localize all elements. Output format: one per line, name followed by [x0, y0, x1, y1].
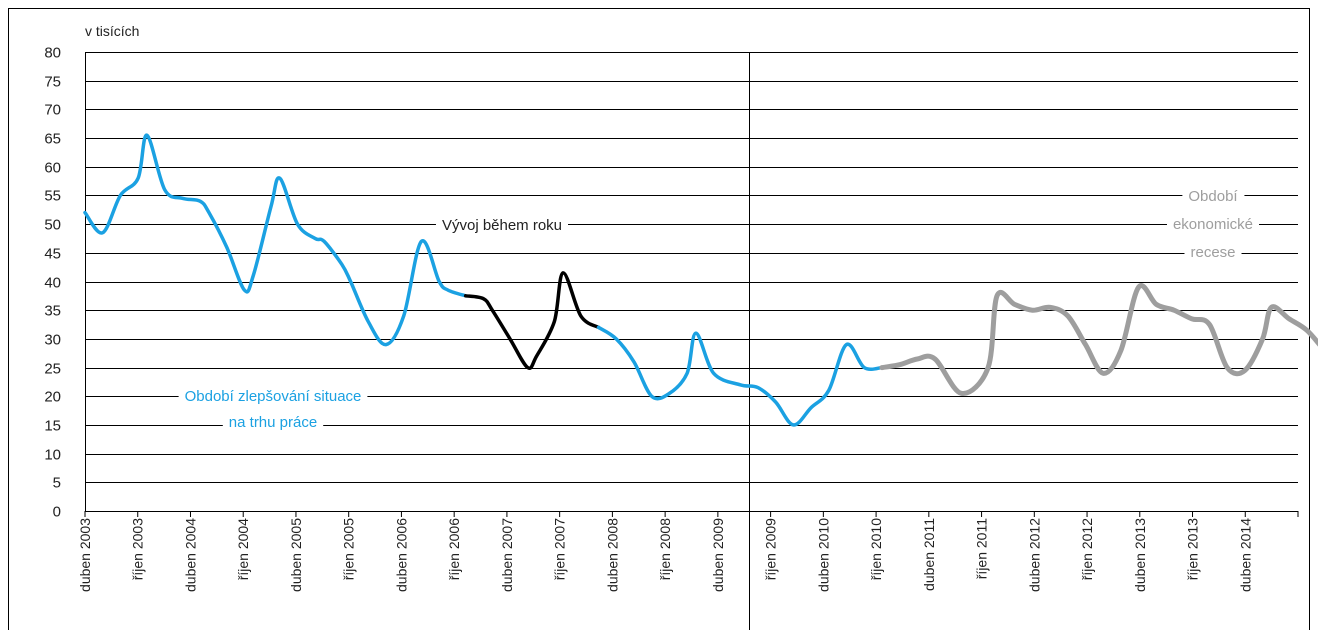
x-tick-label: říjen 2009 [763, 518, 779, 580]
x-tick-label: říjen 2010 [868, 518, 884, 580]
series-line [879, 283, 1318, 396]
recession-annotation: recese [1190, 244, 1235, 261]
series-lines [83, 133, 1318, 427]
x-tick-label: duben 2012 [1026, 518, 1042, 592]
x-tick-label: říjen 2007 [552, 518, 568, 580]
series-line [83, 133, 468, 347]
series-line [596, 325, 884, 427]
x-tick-label: říjen 2003 [130, 518, 146, 580]
x-tick-label: duben 2014 [1237, 518, 1253, 592]
recession-annotation: ekonomické [1173, 216, 1253, 233]
x-tick-label: duben 2013 [1132, 518, 1148, 592]
y-tick-label: 65 [44, 131, 61, 148]
x-tick-label: duben 2006 [393, 518, 409, 592]
y-tick-label: 40 [44, 275, 61, 292]
y-tick-label: 20 [44, 389, 61, 406]
chart-frame [8, 8, 1310, 630]
x-tick-label: duben 2004 [182, 518, 198, 592]
y-tick-label: 0 [53, 504, 61, 521]
y-tick-label: 75 [44, 74, 61, 91]
y-tick-label: 15 [44, 418, 61, 435]
x-tick-label: duben 2003 [77, 518, 93, 592]
y-tick-label: 5 [53, 475, 61, 492]
year-course-annotation: Vývoj během roku [442, 217, 562, 234]
x-tick-label: říjen 2012 [1079, 518, 1095, 580]
x-tick-label: duben 2009 [710, 518, 726, 592]
series-line [463, 271, 601, 370]
x-tick-label: říjen 2011 [974, 518, 990, 579]
improvement-annotation: na trhu práce [229, 414, 317, 431]
y-axis-label: v tisících [85, 23, 139, 39]
y-tick-label: 45 [44, 246, 61, 263]
x-tick-labels: duben 2003 říjen 2003 duben 2004 říjen 2004… [77, 511, 1299, 592]
x-tick-label: říjen 2004 [235, 518, 251, 580]
y-tick-label: 25 [44, 361, 61, 378]
x-tick-label: duben 2010 [815, 518, 831, 592]
x-tick-label: duben 2011 [921, 518, 937, 591]
x-tick-label: říjen 2005 [341, 518, 357, 580]
x-tick-label: duben 2005 [288, 518, 304, 592]
annotations: Období zlepšování situace na trhu práce Vý… [178, 187, 1260, 432]
x-tick-label: duben 2007 [499, 518, 515, 592]
y-tick-label: 70 [44, 102, 61, 119]
x-tick-label: říjen 2008 [657, 518, 673, 580]
improvement-annotation: Období zlepšování situace [185, 388, 362, 405]
y-tick-label: 55 [44, 188, 61, 205]
x-tick-label: říjen 2013 [1185, 518, 1201, 580]
y-tick-label: 80 [44, 45, 61, 62]
recession-annotation: Období [1188, 188, 1238, 205]
x-tick-label: říjen 2006 [446, 518, 462, 580]
y-tick-label: 50 [44, 217, 61, 234]
y-tick-label: 30 [44, 332, 61, 349]
y-tick-label: 60 [44, 160, 61, 177]
x-tick-label: duben 2008 [604, 518, 620, 592]
y-tick-label: 10 [44, 447, 61, 464]
y-tick-label: 35 [44, 303, 61, 320]
y-tick-labels: 0 5 10 15 20 25 30 35 40 45 50 55 60 65 70 75 80 [44, 45, 61, 521]
